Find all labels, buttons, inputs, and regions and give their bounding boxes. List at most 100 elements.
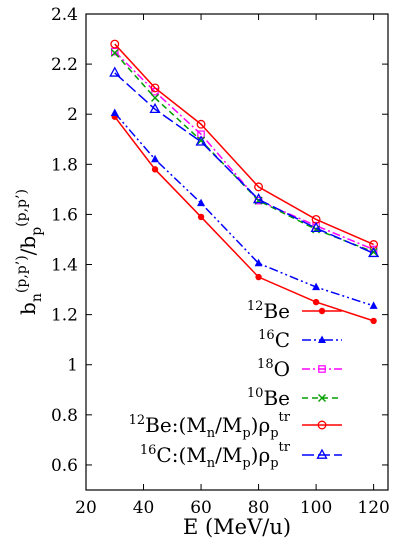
y-axis-label: bn(p,p’)/bp(p,p’) — [14, 189, 45, 315]
legend-label-part: 12 — [247, 299, 264, 314]
data-point — [109, 66, 121, 77]
y-label-b1: b — [16, 302, 40, 315]
legend-label: 16C:(Mn/Mp)ρptr — [140, 440, 291, 471]
legend-label-part: tr — [279, 440, 291, 455]
y-label-sup2: (p,p’) — [14, 189, 30, 227]
legend-label-part: /M — [215, 413, 242, 437]
data-point — [369, 301, 378, 309]
legend-swatch-marker — [316, 448, 328, 459]
legend-label-part: p — [270, 426, 278, 441]
legend-label-part: 10 — [247, 386, 264, 401]
x-axis-label: E (MeV/u) — [183, 515, 291, 539]
legend-label-part: tr — [279, 410, 291, 425]
data-point — [110, 108, 119, 116]
y-label-b2: b — [16, 236, 40, 249]
data-point — [196, 119, 206, 129]
series-1 — [110, 108, 378, 309]
legend-label-part: 16 — [258, 328, 275, 343]
legend: 12Be16C18O10Be12Be:(Mn/Mp)ρptr16C:(Mn/Mp… — [129, 299, 342, 471]
legend-label-part: C — [275, 328, 290, 352]
data-point — [110, 39, 120, 49]
data-point — [252, 193, 265, 204]
data-point — [151, 166, 159, 173]
legend-label-part: 12 — [129, 413, 146, 428]
x-tick-label: 60 — [190, 498, 212, 518]
y-tick-label: 1.4 — [51, 256, 78, 276]
series-0 — [111, 113, 377, 325]
legend-label-part: O — [274, 357, 290, 381]
legend-swatch-marker — [317, 420, 327, 430]
data-point — [254, 258, 263, 267]
legend-label: 10Be — [247, 386, 290, 410]
x-tick-label: 20 — [75, 498, 97, 518]
series-4 — [110, 39, 379, 249]
legend-label: 18O — [257, 357, 290, 381]
y-tick-label: 1 — [67, 356, 78, 376]
data-point — [195, 135, 207, 146]
data-point — [197, 213, 205, 221]
legend-label: 16C — [258, 328, 290, 352]
data-point — [197, 198, 206, 207]
legend-label-part: n — [207, 426, 216, 441]
plot-frame — [85, 13, 389, 491]
data-point — [149, 102, 161, 114]
data-point — [368, 246, 380, 258]
legend-label-part: p — [270, 456, 278, 471]
legend-swatch-marker — [318, 335, 326, 343]
data-point — [150, 83, 160, 93]
series-3 — [110, 48, 378, 256]
y-label-sup1: (p,p’) — [14, 255, 30, 293]
legend-label-part: Be — [263, 299, 290, 323]
legend-label-part: 16 — [140, 443, 157, 458]
legend-label-part: Be:(M — [145, 413, 207, 437]
legend-label-part: C:(M — [156, 443, 206, 467]
legend-swatch-marker — [318, 365, 326, 373]
legend-label-part: /M — [215, 443, 242, 467]
series-line — [114, 116, 374, 322]
y-label-sub2: p — [29, 227, 45, 236]
y-label-sub1: n — [29, 293, 45, 302]
legend-label-part: )ρ — [251, 443, 271, 467]
data-point — [310, 221, 322, 233]
y-tick-label: 1.8 — [51, 155, 78, 175]
legend-label-part: 18 — [257, 357, 274, 372]
y-tick-label: 2.2 — [51, 55, 78, 75]
data-point — [312, 282, 321, 291]
data-point — [151, 154, 160, 163]
y-label-slash: / — [16, 248, 40, 255]
x-tick-label: 100 — [300, 498, 332, 518]
data-point — [151, 93, 160, 102]
legend-label-part: p — [242, 426, 250, 441]
legend-label-part: Be — [263, 386, 290, 410]
legend-label-part: n — [207, 456, 216, 471]
y-tick-label: 2.4 — [51, 5, 78, 25]
series-line — [114, 72, 374, 254]
series-5 — [109, 66, 380, 258]
series-2 — [110, 47, 378, 254]
series-line — [114, 52, 374, 253]
data-point — [370, 317, 377, 325]
legend-label-part: p — [242, 456, 250, 471]
legend-label-part: )ρ — [251, 413, 271, 437]
legend-swatch-marker — [318, 394, 326, 402]
y-tick-label: 1.2 — [51, 306, 78, 326]
x-tick-label: 40 — [133, 498, 155, 518]
series-line — [114, 112, 374, 307]
x-tick-label: 80 — [248, 498, 270, 518]
y-tick-label: 0.6 — [51, 456, 78, 476]
legend-label: 12Be:(Mn/Mp)ρptr — [129, 410, 291, 441]
data-point — [369, 248, 378, 256]
x-axis-ticks: 20 40 60 80 100 120 — [75, 14, 390, 518]
y-axis-ticks: 0.6 0.8 1 1.2 1.4 1.6 1.8 2 2.2 2.4 — [51, 5, 388, 476]
legend-label: 12Be — [247, 299, 290, 323]
y-tick-label: 0.8 — [51, 406, 78, 426]
series-line — [114, 43, 374, 246]
data-point — [255, 273, 262, 281]
y-tick-label: 2 — [67, 105, 78, 125]
x-tick-label: 120 — [357, 498, 389, 518]
series-layer — [109, 39, 380, 325]
data-point — [110, 48, 119, 57]
legend-swatch-marker — [318, 307, 326, 315]
data-point — [254, 182, 264, 192]
